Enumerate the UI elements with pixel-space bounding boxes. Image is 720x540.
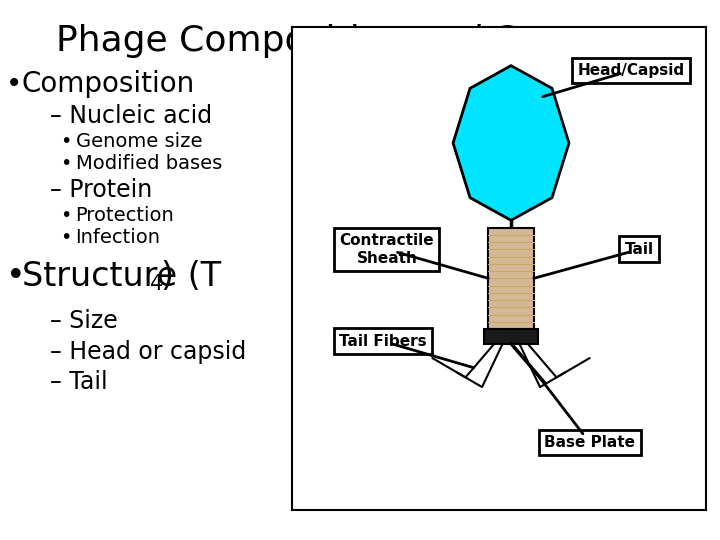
Text: 4: 4 [150, 273, 163, 294]
Text: Phage Composition and Structure: Phage Composition and Structure [56, 24, 664, 58]
Text: – Protein: – Protein [50, 178, 153, 202]
Text: Modified bases: Modified bases [76, 154, 222, 173]
Text: Structure (T: Structure (T [22, 260, 221, 293]
Text: Protection: Protection [76, 206, 174, 225]
Text: Composition: Composition [22, 70, 195, 98]
Text: Tail Fibers: Tail Fibers [339, 334, 426, 349]
Text: •: • [60, 206, 71, 225]
Polygon shape [453, 66, 569, 220]
Text: – Tail: – Tail [50, 370, 108, 394]
Text: Tail: Tail [625, 242, 654, 257]
Text: ): ) [161, 260, 174, 293]
Text: – Size: – Size [50, 309, 118, 333]
Text: Infection: Infection [76, 228, 161, 247]
Bar [488, 227, 534, 329]
Text: •: • [6, 70, 22, 98]
Text: •: • [60, 154, 71, 173]
Text: – Head or capsid: – Head or capsid [50, 340, 247, 364]
Text: Head/Capsid: Head/Capsid [577, 63, 685, 78]
Bar [484, 329, 538, 343]
Text: – Nucleic acid: – Nucleic acid [50, 104, 212, 128]
Text: •: • [60, 228, 71, 247]
Text: •: • [60, 132, 71, 151]
Text: Base Plate: Base Plate [544, 435, 635, 450]
Text: Contractile
Sheath: Contractile Sheath [340, 233, 434, 266]
Text: •: • [6, 260, 25, 293]
Text: Genome size: Genome size [76, 132, 202, 151]
